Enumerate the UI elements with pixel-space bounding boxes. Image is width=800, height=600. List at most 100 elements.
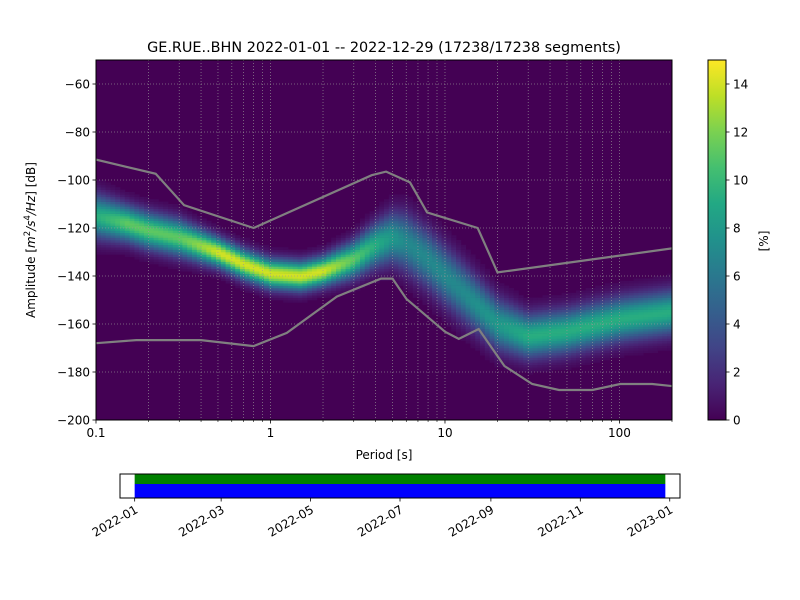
density-cell	[552, 304, 558, 308]
density-cell	[566, 355, 572, 358]
density-cell	[100, 208, 106, 212]
density-cell	[105, 201, 111, 205]
density-cell	[537, 328, 543, 332]
density-cell	[432, 285, 438, 289]
density-cell	[451, 268, 457, 272]
density-cell	[350, 228, 356, 231]
coverage-bar-data	[134, 474, 666, 484]
density-cell	[340, 290, 346, 294]
density-cell	[619, 292, 625, 296]
density-cell	[388, 208, 394, 212]
density-cell	[542, 331, 548, 334]
density-cell	[633, 300, 639, 303]
density-cell	[129, 228, 135, 231]
density-cell	[139, 249, 145, 253]
colorbar-tick-label: 10	[733, 173, 748, 187]
density-cell	[321, 285, 327, 289]
density-cell	[470, 288, 476, 291]
density-cell	[384, 276, 390, 279]
density-cell	[580, 292, 586, 296]
density-cell	[192, 261, 198, 265]
density-cell	[153, 228, 159, 231]
density-cell	[441, 225, 447, 229]
density-cell	[254, 266, 260, 270]
density-cell	[393, 259, 399, 262]
density-cell	[451, 235, 457, 238]
density-cell	[148, 254, 154, 258]
density-cell	[264, 261, 270, 265]
density-cell	[225, 276, 231, 279]
density-cell	[115, 237, 121, 241]
density-cell	[408, 206, 414, 210]
density-cell	[369, 244, 375, 248]
density-cell	[278, 288, 284, 291]
density-cell	[129, 242, 135, 246]
density-cell	[302, 283, 308, 286]
density-cell	[292, 252, 298, 255]
density-cell	[499, 307, 505, 310]
density-cell	[547, 312, 553, 315]
density-cell	[220, 278, 226, 282]
density-cell	[350, 259, 356, 262]
density-cell	[499, 297, 505, 301]
density-cell	[398, 247, 404, 250]
density-cell	[105, 184, 111, 188]
density-cell	[633, 340, 639, 344]
density-cell	[297, 256, 303, 260]
density-cell	[576, 295, 582, 298]
density-cell	[158, 237, 164, 241]
density-cell	[182, 264, 188, 267]
density-cell	[537, 367, 543, 370]
density-cell	[288, 295, 294, 298]
density-cell	[537, 319, 543, 322]
density-cell	[316, 288, 322, 291]
density-cell	[518, 331, 524, 334]
density-cell	[508, 345, 514, 349]
density-cell	[144, 196, 150, 200]
density-cell	[388, 220, 394, 224]
density-cell	[590, 297, 596, 301]
density-cell	[172, 213, 178, 217]
density-cell	[480, 285, 486, 289]
density-cell	[576, 302, 582, 306]
density-cell	[542, 345, 548, 349]
density-cell	[244, 266, 250, 270]
density-cell	[417, 259, 423, 262]
density-cell	[172, 252, 178, 255]
density-cell	[345, 244, 351, 248]
density-cell	[480, 290, 486, 294]
density-cell	[336, 285, 342, 289]
density-cell	[134, 196, 140, 200]
density-cell	[475, 288, 481, 291]
density-cell	[561, 333, 567, 337]
density-cell	[456, 292, 462, 296]
density-cell	[379, 266, 385, 270]
density-cell	[662, 276, 668, 279]
density-cell	[105, 194, 111, 198]
density-cell	[537, 362, 543, 366]
density-cell	[561, 316, 567, 320]
density-cell	[422, 220, 428, 224]
density-cell	[648, 307, 654, 310]
density-cell	[456, 316, 462, 320]
density-cell	[585, 362, 591, 366]
density-cell	[518, 300, 524, 303]
density-cell	[398, 216, 404, 219]
density-cell	[628, 309, 634, 313]
density-cell	[403, 196, 409, 200]
density-cell	[360, 235, 366, 238]
density-cell	[115, 206, 121, 210]
density-cell	[379, 261, 385, 265]
density-cell	[235, 244, 241, 248]
density-cell	[566, 364, 572, 368]
density-cell	[340, 261, 346, 265]
density-cell	[552, 333, 558, 337]
density-cell	[244, 254, 250, 258]
density-cell	[196, 254, 202, 258]
density-cell	[336, 242, 342, 246]
density-cell	[532, 364, 538, 368]
density-cell	[427, 280, 433, 284]
density-cell	[417, 211, 423, 214]
density-cell	[139, 232, 145, 236]
density-cell	[345, 283, 351, 286]
